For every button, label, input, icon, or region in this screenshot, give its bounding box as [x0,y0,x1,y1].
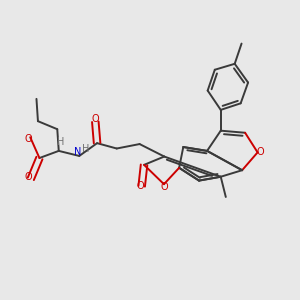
Text: O: O [256,147,264,158]
Text: O: O [25,172,32,182]
Text: O: O [136,181,144,191]
Text: N: N [74,147,82,158]
Text: H: H [82,143,89,154]
Text: O: O [160,182,168,192]
Text: O: O [92,114,99,124]
Text: O: O [24,134,32,144]
Text: H: H [57,137,64,147]
